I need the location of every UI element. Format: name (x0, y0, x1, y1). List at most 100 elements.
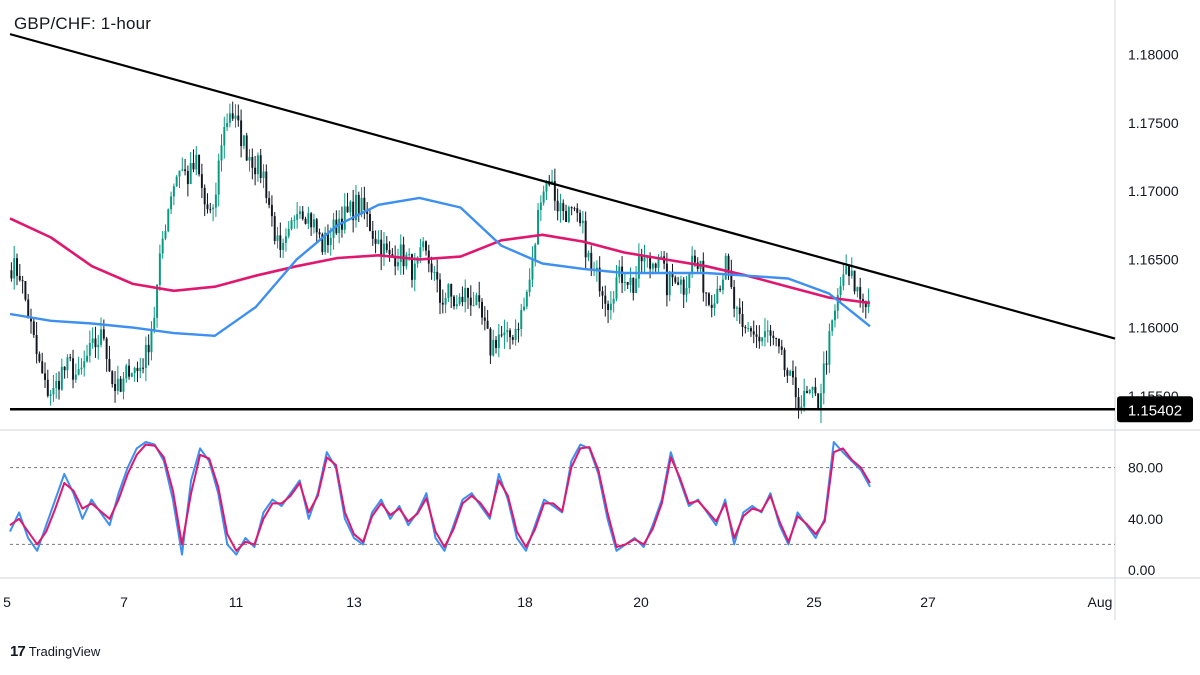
ma-slow-line[interactable] (9, 217, 871, 305)
candle-body[interactable] (226, 122, 229, 128)
candle-body[interactable] (811, 386, 814, 391)
candle-body[interactable] (467, 287, 469, 298)
candle-body[interactable] (444, 298, 447, 305)
candle-body[interactable] (122, 378, 125, 392)
candle-body[interactable] (27, 299, 30, 319)
candle-body[interactable] (242, 135, 245, 147)
candle-body[interactable] (469, 297, 472, 306)
candle-body[interactable] (834, 310, 836, 321)
candle-body[interactable] (559, 203, 562, 212)
candle-body[interactable] (343, 206, 346, 230)
candle-body[interactable] (755, 334, 758, 337)
candle-body[interactable] (862, 299, 864, 302)
candle-body[interactable] (363, 197, 366, 210)
candle-body[interactable] (422, 241, 425, 248)
candle-body[interactable] (576, 208, 579, 213)
candle-body[interactable] (848, 266, 850, 277)
candle-body[interactable] (707, 293, 710, 305)
candle-body[interactable] (262, 171, 265, 178)
candle-body[interactable] (58, 380, 61, 390)
candle-body[interactable] (251, 156, 254, 168)
candle-body[interactable] (220, 145, 223, 161)
candle-body[interactable] (436, 271, 439, 280)
candle-body[interactable] (167, 209, 170, 232)
candle-body[interactable] (506, 330, 509, 333)
candle-body[interactable] (265, 171, 268, 199)
candle-body[interactable] (380, 239, 383, 257)
candle-body[interactable] (668, 271, 671, 296)
candle-body[interactable] (525, 291, 528, 307)
candle-body[interactable] (450, 283, 453, 297)
candle-body[interactable] (623, 282, 626, 284)
candle-body[interactable] (66, 357, 69, 371)
candle-body[interactable] (629, 277, 632, 285)
candle-body[interactable] (338, 218, 341, 234)
candle-body[interactable] (514, 328, 517, 340)
candle-body[interactable] (214, 194, 217, 208)
candle-body[interactable] (797, 397, 800, 409)
candle-body[interactable] (744, 327, 747, 329)
candle-body[interactable] (475, 295, 478, 305)
candle-body[interactable] (581, 220, 584, 224)
candle-body[interactable] (464, 287, 467, 303)
candle-body[interactable] (595, 267, 598, 270)
candle-body[interactable] (626, 282, 629, 285)
candle-body[interactable] (192, 162, 195, 170)
candle-body[interactable] (200, 174, 203, 188)
candle-body[interactable] (175, 176, 178, 187)
candle-body[interactable] (310, 213, 313, 228)
candle-body[interactable] (276, 235, 279, 241)
candle-body[interactable] (147, 344, 150, 353)
candle-body[interactable] (366, 209, 369, 215)
candle-body[interactable] (32, 321, 35, 336)
candle-body[interactable] (318, 232, 321, 235)
candle-body[interactable] (850, 270, 853, 277)
candle-body[interactable] (859, 287, 862, 300)
candle-body[interactable] (730, 273, 733, 288)
candle-body[interactable] (46, 379, 49, 396)
candle-body[interactable] (845, 266, 848, 275)
candle-body[interactable] (102, 329, 105, 339)
candle-body[interactable] (371, 230, 374, 239)
candle-body[interactable] (394, 257, 397, 267)
candle-body[interactable] (724, 255, 727, 280)
ma-fast-line[interactable] (9, 196, 871, 337)
candle-body[interactable] (69, 357, 72, 359)
candle-body[interactable] (181, 169, 184, 171)
candle-body[interactable] (223, 127, 226, 146)
candle-body[interactable] (688, 274, 691, 288)
candle-body[interactable] (637, 256, 640, 279)
candle-body[interactable] (377, 239, 380, 244)
candle-body[interactable] (352, 201, 355, 221)
candle-body[interactable] (164, 231, 167, 239)
candle-body[interactable] (105, 338, 108, 359)
candle-body[interactable] (716, 288, 719, 304)
candle-body[interactable] (783, 349, 786, 371)
candle-body[interactable] (195, 154, 198, 170)
candle-body[interactable] (713, 303, 716, 308)
candle-body[interactable] (789, 370, 792, 376)
candle-body[interactable] (719, 288, 722, 290)
candle-body[interactable] (108, 358, 111, 372)
candle-body[interactable] (240, 120, 243, 147)
candle-body[interactable] (735, 307, 738, 309)
candle-body[interactable] (590, 252, 593, 271)
candle-body[interactable] (777, 338, 780, 347)
candle-body[interactable] (682, 279, 685, 295)
candle-body[interactable] (511, 337, 514, 340)
candle-body[interactable] (153, 317, 156, 331)
candle-body[interactable] (763, 331, 766, 338)
candle-body[interactable] (346, 206, 349, 213)
candle-body[interactable] (116, 378, 119, 391)
candle-body[interactable] (853, 270, 856, 292)
candle-body[interactable] (198, 154, 201, 175)
candle-body[interactable] (142, 367, 145, 369)
candle-body[interactable] (481, 301, 483, 318)
candle-body[interactable] (441, 302, 444, 305)
candle-body[interactable] (114, 383, 117, 391)
candle-body[interactable] (601, 291, 604, 296)
candle-body[interactable] (702, 260, 705, 293)
candle-body[interactable] (747, 328, 750, 330)
